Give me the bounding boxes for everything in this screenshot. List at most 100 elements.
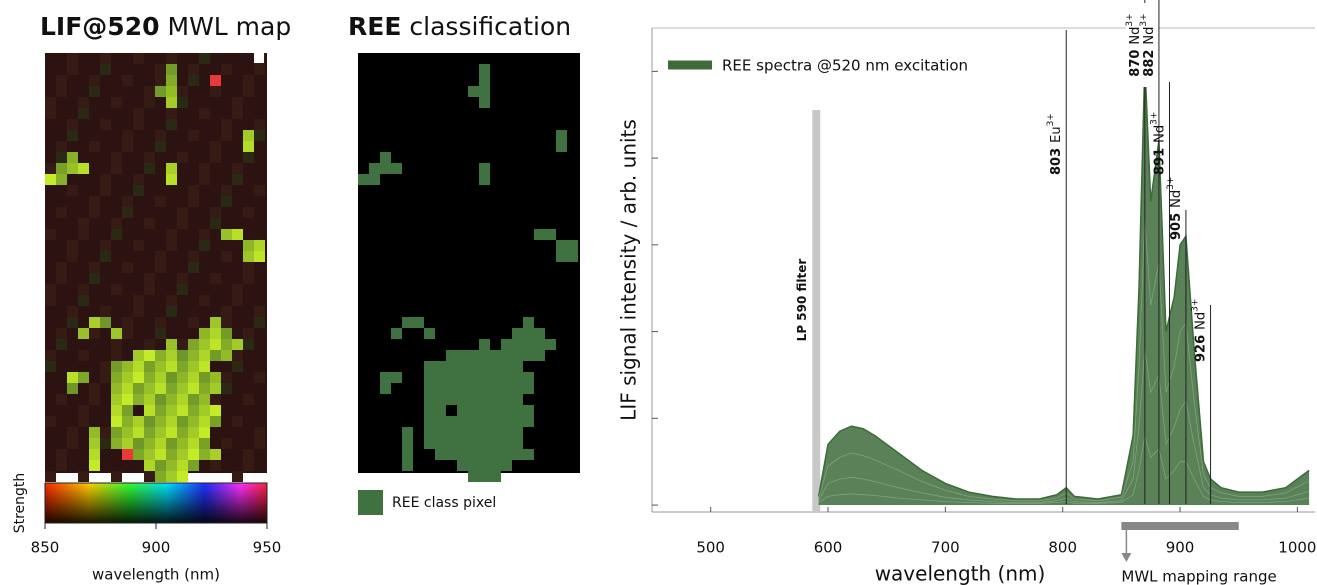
map-pixel <box>133 427 144 438</box>
map-pixel <box>254 185 265 196</box>
map-pixel <box>221 130 232 141</box>
map-pixel <box>210 218 221 229</box>
map-pixel <box>166 306 177 317</box>
map-pixel <box>188 416 199 427</box>
class-pixel <box>435 416 446 427</box>
x-tick-label: 900 <box>1166 539 1195 557</box>
map-pixel <box>67 185 78 196</box>
class-pixel <box>490 350 501 361</box>
map-pixel <box>210 317 221 328</box>
peak-ion: Nd <box>1152 125 1167 143</box>
class-pixel <box>402 438 413 449</box>
map-pixel <box>155 130 166 141</box>
map-pixel <box>177 427 188 438</box>
map-pixel <box>166 97 177 108</box>
map-pixel <box>243 251 254 262</box>
peak-charge: 3+ <box>1046 113 1056 126</box>
class-pixel <box>468 427 479 438</box>
x-tick-label: 600 <box>814 539 843 557</box>
class-pixel <box>402 427 413 438</box>
class-pixel <box>380 383 391 394</box>
map-pixel <box>243 240 254 251</box>
map-pixel <box>89 273 100 284</box>
map-pixel <box>56 460 67 471</box>
map-pixel <box>210 207 221 218</box>
map-pixel <box>155 449 166 460</box>
map-pixel <box>100 119 111 130</box>
map-pixel <box>144 460 155 471</box>
x-axis-label: wavelength (nm) <box>875 562 1046 585</box>
class-pixel <box>523 405 534 416</box>
map-pixel <box>100 306 111 317</box>
map-pixel <box>188 196 199 207</box>
map-pixel <box>177 394 188 405</box>
map-pixel <box>122 427 133 438</box>
class-pixel <box>402 449 413 460</box>
class-pixel <box>490 427 501 438</box>
class-pixel <box>490 449 501 460</box>
class-pixel <box>490 460 501 471</box>
map-pixel <box>45 361 56 372</box>
x-tick-label: 800 <box>1048 539 1077 557</box>
map-pixel <box>89 383 100 394</box>
class-pixel <box>490 361 501 372</box>
class-pixel <box>545 229 556 240</box>
map-pixel <box>254 427 265 438</box>
map-pixel <box>45 295 56 306</box>
class-pixel <box>501 361 512 372</box>
map-pixel <box>155 328 166 339</box>
map-pixel <box>155 350 166 361</box>
map-pixel <box>199 449 210 460</box>
map-pixel <box>45 229 56 240</box>
map-pixel <box>254 306 265 317</box>
map-pixel <box>210 405 221 416</box>
class-pixel <box>446 361 457 372</box>
map-pixel <box>188 130 199 141</box>
map-pixel <box>177 416 188 427</box>
map-pixel <box>78 97 89 108</box>
map-pixel <box>177 273 188 284</box>
peak-label: 803Eu3+ <box>1046 113 1064 175</box>
class-pixel <box>479 350 490 361</box>
map-pixel <box>133 119 144 130</box>
peak-label: 891Nd3+ <box>1149 112 1167 175</box>
map-pixel <box>133 108 144 119</box>
map-pixel <box>144 416 155 427</box>
class-pixel <box>468 449 479 460</box>
class-pixel <box>501 394 512 405</box>
map-pixel <box>67 438 78 449</box>
map-pixel <box>122 372 133 383</box>
map-pixel <box>133 295 144 306</box>
map-pixel <box>221 251 232 262</box>
map-pixel <box>177 372 188 383</box>
map-pixel <box>122 383 133 394</box>
map-pixel <box>232 339 243 350</box>
class-pixel <box>512 350 523 361</box>
map-pixel <box>155 416 166 427</box>
map-pixel <box>111 152 122 163</box>
class-pixel <box>446 438 457 449</box>
map-pixel <box>144 383 155 394</box>
class-pixel <box>479 361 490 372</box>
peak-ion: Eu <box>1049 126 1064 142</box>
class-pixel <box>567 251 578 262</box>
class-pixel <box>490 405 501 416</box>
class-pixel <box>402 460 413 471</box>
map-pixel <box>199 174 210 185</box>
map-pixel <box>67 427 78 438</box>
map-pixel <box>210 416 221 427</box>
map-pixel <box>188 75 199 86</box>
map-pixel <box>221 64 232 75</box>
class-pixel <box>435 427 446 438</box>
map-pixel <box>122 361 133 372</box>
map-pixel <box>111 361 122 372</box>
map-pixel <box>111 339 122 350</box>
map-pixel <box>166 86 177 97</box>
peak-ion: Nd <box>1141 27 1156 45</box>
class-pixel <box>523 328 534 339</box>
class-pixel <box>490 438 501 449</box>
map-pixel <box>188 449 199 460</box>
map-pixel <box>188 438 199 449</box>
map-pixel <box>111 218 122 229</box>
map-pixel <box>188 427 199 438</box>
